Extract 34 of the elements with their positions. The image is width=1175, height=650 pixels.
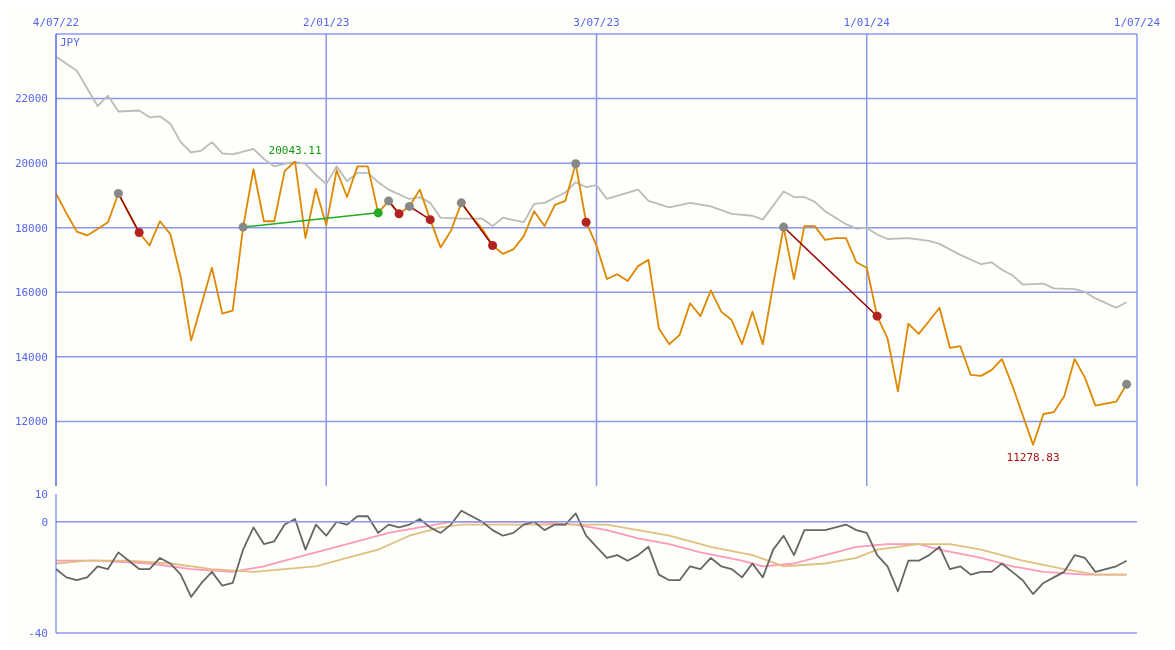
point bbox=[384, 196, 394, 206]
point bbox=[779, 222, 789, 232]
point bbox=[1122, 379, 1132, 389]
y-tick-label: 18000 bbox=[14, 221, 48, 235]
x-tick-label: 3/07/23 bbox=[573, 16, 620, 29]
point bbox=[571, 159, 581, 169]
x-tick-label: 1/07/24 bbox=[1113, 16, 1161, 29]
point bbox=[134, 228, 144, 238]
x-tick-label: 1/01/24 bbox=[843, 16, 891, 29]
x-tick-label: 4/07/22 bbox=[32, 16, 80, 29]
y-tick-label: 10 bbox=[34, 487, 48, 501]
y-tick-label: 20000 bbox=[14, 157, 48, 171]
point bbox=[488, 240, 498, 250]
point bbox=[872, 311, 882, 321]
point bbox=[238, 222, 248, 232]
point bbox=[404, 201, 414, 211]
x-tick-label: 2/01/23 bbox=[303, 16, 350, 29]
annotation: 11278.83 bbox=[1006, 450, 1060, 464]
y-tick-label: 16000 bbox=[14, 286, 48, 300]
y-tick-label: 12000 bbox=[14, 415, 48, 429]
point bbox=[113, 188, 123, 198]
y-tick-label: 14000 bbox=[14, 350, 48, 364]
point bbox=[581, 217, 591, 227]
annotation: 20043.11 bbox=[268, 143, 322, 157]
y-axis-title: JPY bbox=[60, 35, 81, 49]
line-series bbox=[56, 509, 1128, 598]
point bbox=[425, 215, 435, 225]
point bbox=[373, 208, 383, 218]
line-series bbox=[56, 55, 1128, 309]
y-tick-label: 0 bbox=[41, 515, 48, 529]
y-tick-label: -40 bbox=[28, 626, 48, 640]
point bbox=[394, 209, 404, 219]
point bbox=[456, 198, 466, 208]
y-tick-label: 22000 bbox=[14, 92, 48, 106]
